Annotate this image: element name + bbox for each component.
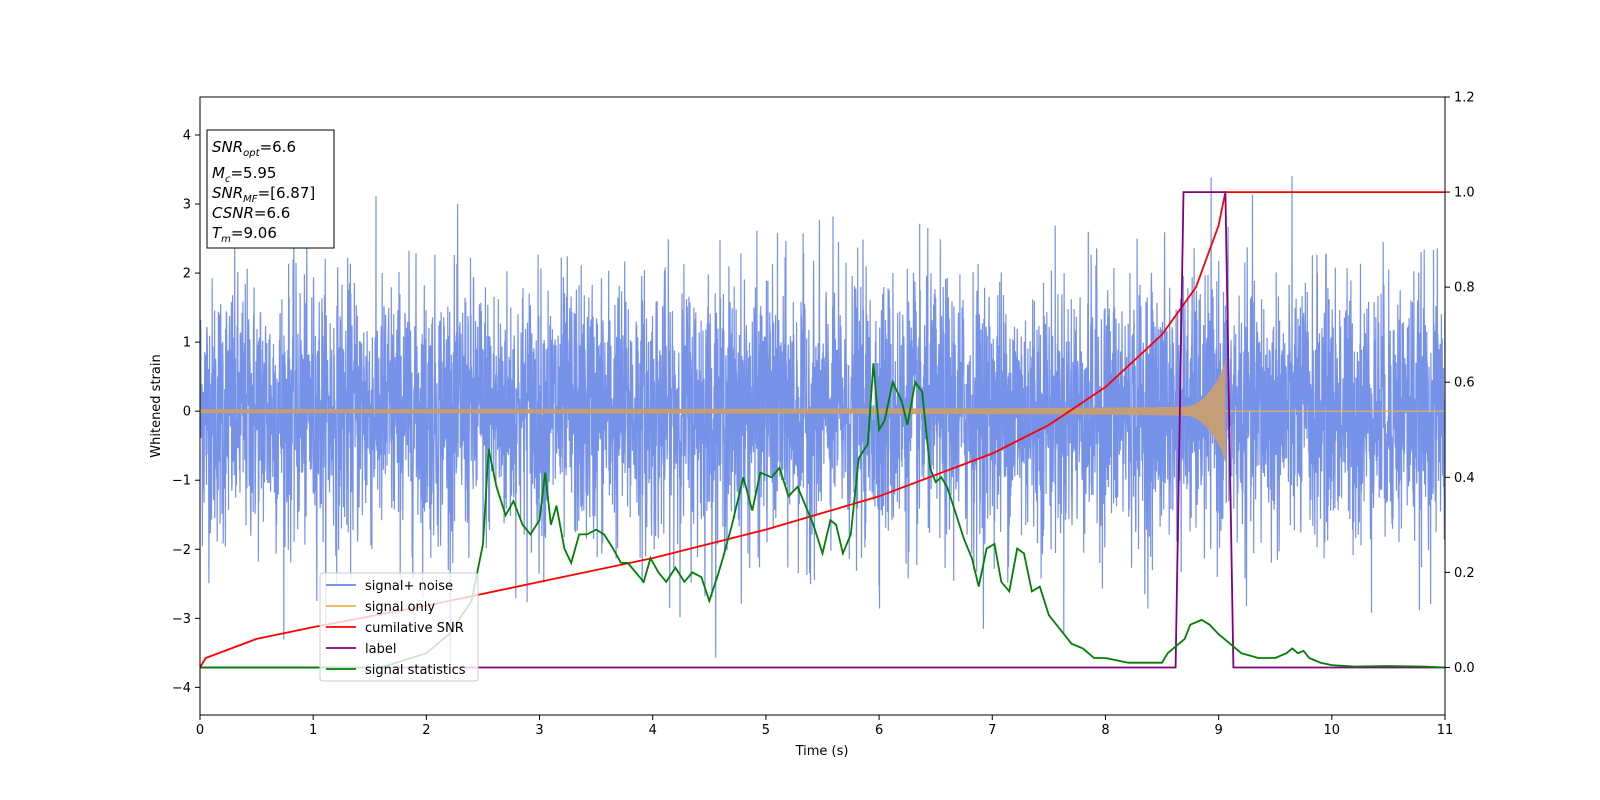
y-left-tick-label: 1 [183,336,191,351]
y-left-tick-label: −3 [172,612,191,627]
y-axis-label: Whitened strain [149,354,164,457]
annotation-box: SNRopt=6.6 Mc=5.95 SNRMF=[6.87] CSNR=6.6… [206,129,335,249]
legend-frame [319,572,479,682]
y-right-tick-label: 0.8 [1454,281,1475,296]
x-tick-label: 8 [1101,723,1109,738]
x-axis-label: Time (s) [795,744,849,759]
annotation-snr-mf: SNRMF=[6.87] [212,184,315,205]
y-axis-right: 0.0 0.2 0.4 0.6 0.8 1.0 1.2 [1445,91,1475,676]
x-tick-label: 4 [649,723,657,738]
y-right-tick-label: 0.2 [1454,566,1475,581]
series-signal-only-envelope [200,359,1226,463]
y-right-tick-label: 0.0 [1454,661,1475,676]
x-tick-label: 5 [762,723,770,738]
annotation-box-frame [206,129,335,249]
series-cumilative-snr-line [200,191,1445,668]
x-tick-label: 7 [988,723,996,738]
legend-label-signal-plus-noise: signal+ noise [365,579,453,594]
x-axis: 0 1 2 3 4 5 6 7 8 9 10 11 [196,715,1453,738]
y-right-tick-label: 1.0 [1454,186,1475,201]
x-tick-label: 9 [1214,723,1222,738]
series-signal-plus-noise-line [200,176,1445,674]
y-left-tick-label: −2 [172,543,191,558]
x-tick-label: 6 [875,723,883,738]
x-tick-label: 2 [422,723,430,738]
annotation-tm: Tm=9.06 [212,224,277,245]
annotation-mc: Mc=5.95 [212,164,276,185]
legend-label-signal-statistics: signal statistics [365,663,466,678]
series-label-line [200,191,1445,669]
legend-label-signal-only: signal only [365,600,435,615]
x-tick-label: 3 [535,723,543,738]
axes-frame [199,96,1446,716]
y-right-tick-label: 0.6 [1454,376,1475,391]
y-axis-left: −4 −3 −2 −1 0 1 2 3 4 [172,128,200,696]
y-left-tick-label: −1 [172,474,191,489]
x-tick-label: 10 [1324,723,1341,738]
annotation-csnr: CSNR=6.6 [212,204,290,222]
y-left-tick-label: 3 [183,198,191,213]
annotation-snr-opt: SNRopt=6.6 [212,138,296,159]
y-right-tick-label: 0.4 [1454,471,1475,486]
y-left-tick-label: 4 [183,128,191,143]
legend: signal+ noise signal only cumilative SNR… [319,572,479,682]
x-tick-label: 11 [1437,723,1454,738]
y-left-tick-label: −4 [172,681,191,696]
y-left-tick-label: 0 [183,405,191,420]
y-left-tick-label: 2 [183,267,191,282]
legend-label-cumilative-snr: cumilative SNR [365,621,464,636]
x-tick-label: 1 [309,723,317,738]
legend-label-label: label [365,642,396,657]
series-signal-statistics-line [200,363,1445,669]
plot-area [200,176,1445,674]
x-tick-label: 0 [196,723,204,738]
y-right-tick-label: 1.2 [1454,91,1475,106]
